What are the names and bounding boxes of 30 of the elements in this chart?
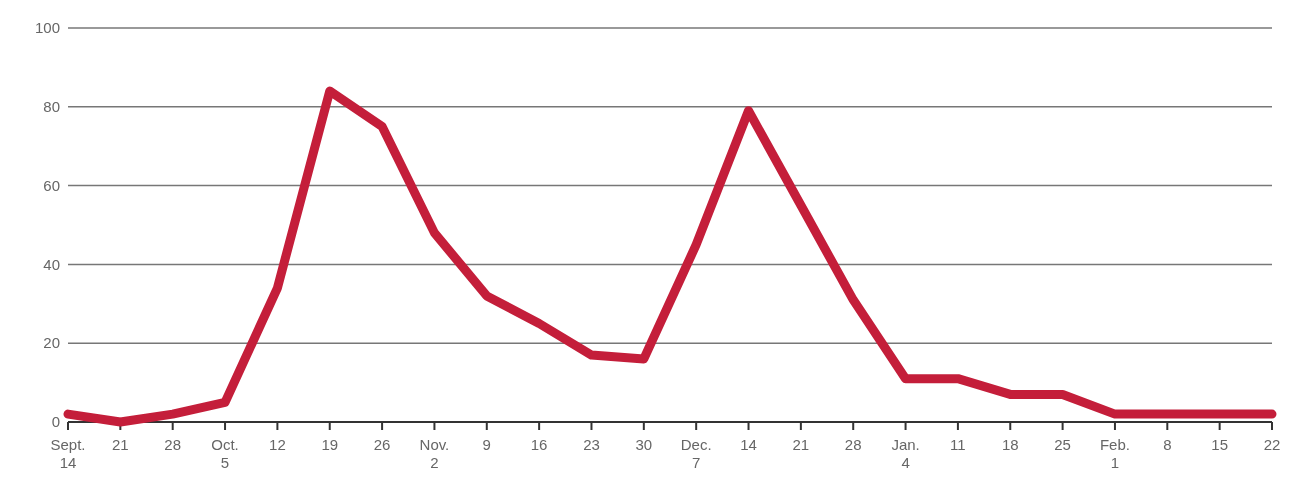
y-tick-label: 100 [34, 19, 60, 37]
x-tick-label: 25 [1054, 436, 1071, 453]
x-tick-label: Nov. 2 [419, 436, 450, 471]
y-tick-label: 60 [43, 176, 60, 194]
x-tick-label: 21 [792, 436, 810, 453]
x-tick-label: 16 [530, 436, 548, 453]
x-tick-label: Oct. 5 [211, 436, 239, 471]
x-tick-label: 23 [583, 436, 600, 453]
x-tick-label: 14 [740, 436, 757, 453]
y-tick-label: 80 [43, 98, 60, 116]
y-tick-label: 40 [43, 255, 60, 273]
x-tick-label: Dec. 7 [680, 436, 712, 471]
x-tick-label: 12 [269, 436, 286, 453]
x-tick-label: 15 [1211, 436, 1228, 453]
x-tick-label: 9 [482, 436, 491, 453]
x-tick-label: 22 [1263, 436, 1281, 453]
x-tick-label: 28 [844, 436, 862, 453]
x-tick-label: 11 [950, 436, 966, 453]
x-tick-label: 30 [635, 436, 653, 453]
x-tick-label: Jan. 4 [891, 436, 920, 471]
x-tick-label: 8 [1163, 436, 1172, 453]
x-tick-label: 18 [1001, 436, 1019, 453]
y-tick-label: 0 [51, 413, 60, 431]
x-tick-label: Feb. 1 [1099, 436, 1130, 471]
y-tick-label: 20 [43, 334, 60, 352]
x-tick-label: 21 [112, 436, 129, 453]
x-tick-label: 28 [164, 436, 182, 453]
x-tick-label: 26 [373, 436, 391, 453]
x-tick-label: Sept. 14 [50, 436, 86, 471]
x-tick-label: 19 [321, 436, 339, 453]
